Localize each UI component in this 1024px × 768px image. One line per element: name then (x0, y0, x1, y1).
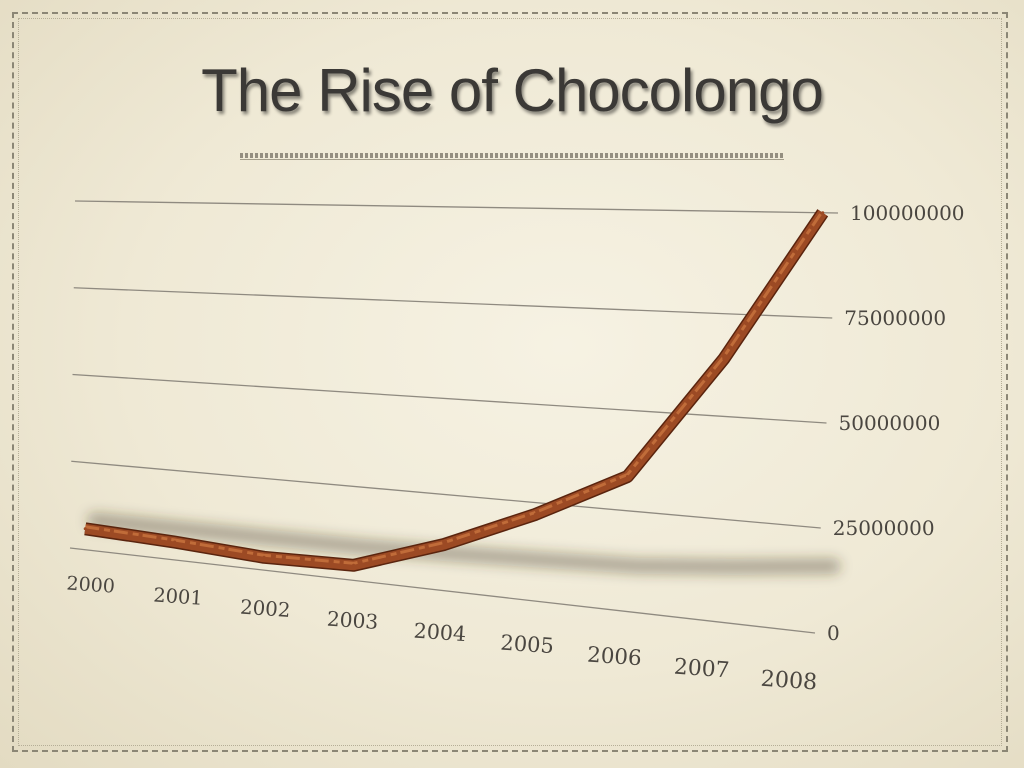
y-tick-label: 50000000 (839, 411, 941, 435)
gridline (69, 547, 816, 634)
gridline (71, 460, 821, 529)
x-tick-label: 2003 (326, 607, 379, 635)
data-point (821, 211, 825, 215)
x-tick-label: 2006 (586, 643, 642, 672)
series-line (84, 209, 827, 571)
data-point (262, 555, 266, 559)
y-tick-label: 0 (827, 621, 840, 645)
gridline (74, 200, 839, 214)
x-tick-label: 2000 (66, 572, 116, 597)
series-line-grain (85, 209, 824, 565)
data-point (722, 357, 726, 361)
title-underline-thin (240, 159, 784, 160)
series-shadow (87, 512, 841, 575)
data-point (352, 563, 356, 567)
series-layer (83, 209, 829, 572)
data-point (173, 540, 177, 544)
x-tick-label: 2002 (239, 596, 291, 622)
y-tick-label: 100000000 (850, 201, 965, 225)
x-tick-label: 2001 (153, 583, 204, 609)
gridlines (69, 200, 839, 634)
x-tick-label: 2005 (500, 631, 555, 659)
x-axis-ticks: 2000 2001 2002 2003 2004 2005 2006 2007 2008 (66, 572, 818, 695)
x-tick-label: 2008 (760, 666, 818, 696)
y-tick-label: 25000000 (833, 516, 935, 540)
title-underline (240, 153, 784, 158)
series-line-edge (84, 209, 829, 572)
gridline (72, 373, 827, 424)
page-title: The Rise of Chocolongo (201, 57, 824, 124)
data-point (442, 542, 446, 546)
gridline (73, 287, 833, 319)
y-tick-label: 75000000 (844, 306, 946, 330)
x-tick-label: 2007 (673, 655, 730, 684)
data-point (533, 512, 537, 516)
x-tick-label: 2004 (413, 619, 467, 647)
y-axis-ticks: 0 25000000 50000000 75000000 100000000 (827, 201, 965, 645)
data-point (625, 475, 629, 479)
data-point (83, 527, 87, 531)
line-shadow (87, 512, 841, 575)
